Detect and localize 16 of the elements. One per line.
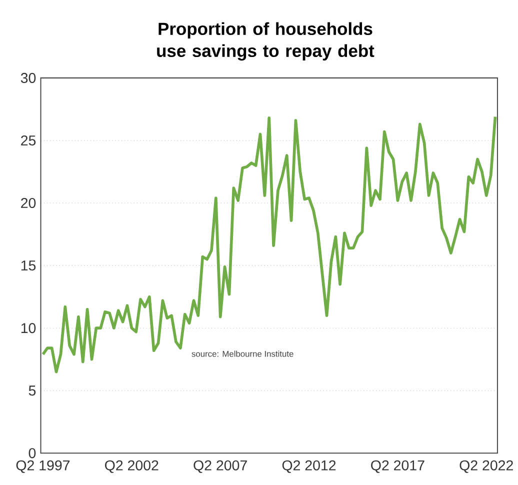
y-tick-label: 30 [20,72,36,83]
line-series [42,115,497,374]
y-tick-label: 20 [21,198,36,208]
y-tick-label: 15 [21,260,36,270]
y-tick-label: 0 [28,448,36,458]
x-tick-label: Q2 2002 [105,460,158,473]
x-tick-label: Q2 2012 [282,460,336,473]
y-tick-label: 5 [28,386,36,396]
annotation: source: Melbourne Institute [192,350,294,357]
x-tick-label: Q2 2022 [460,460,513,473]
x-tick-label: Q2 2007 [194,460,247,473]
x-tick-label: Q2 2017 [371,460,424,473]
chart-title: Proportion of households use savings to repay debt [157,22,374,60]
y-tick-label: 25 [21,135,36,146]
x-tick-label: Q2 1997 [16,460,70,473]
y-tick-label: 10 [21,322,36,334]
